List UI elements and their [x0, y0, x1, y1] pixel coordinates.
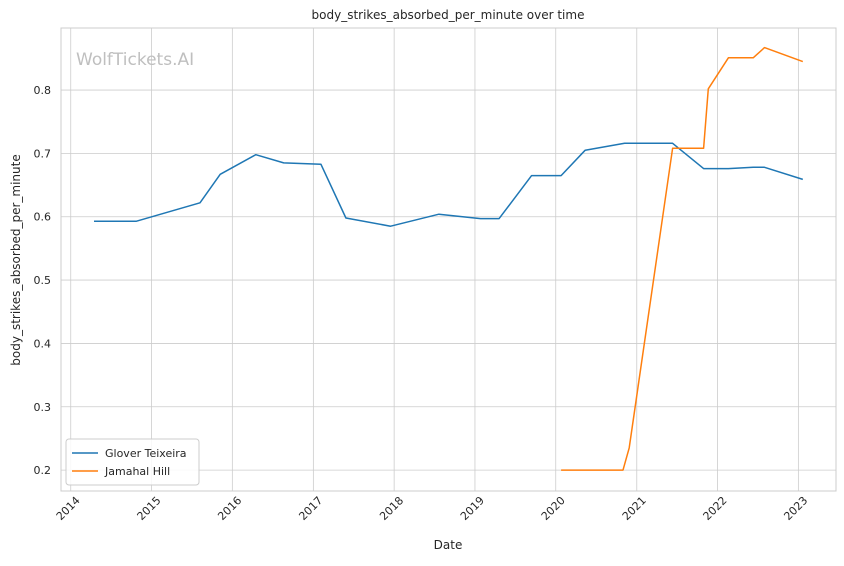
- y-tick-label: 0.8: [34, 84, 52, 97]
- x-tick-label: 2019: [458, 494, 487, 523]
- watermark-text: WolfTickets.AI: [76, 50, 194, 70]
- legend-label-series-1: Jamahal Hill: [104, 465, 170, 478]
- x-tick-label: 2020: [539, 494, 568, 523]
- y-tick-label: 0.4: [34, 337, 52, 350]
- y-tick-label: 0.3: [34, 401, 52, 414]
- y-tick-label: 0.2: [34, 464, 52, 477]
- x-axis-label: Date: [434, 538, 463, 552]
- y-tick-label: 0.7: [34, 147, 52, 160]
- x-tick-label: 2014: [54, 494, 83, 523]
- series-line-0: [94, 142, 804, 227]
- x-tick-label: 2015: [135, 494, 164, 523]
- x-tick-label: 2021: [620, 494, 649, 523]
- y-tick-label: 0.6: [34, 211, 52, 224]
- series-line-1: [561, 46, 804, 471]
- y-tick-label: 0.5: [34, 274, 52, 287]
- chart-title: body_strikes_absorbed_per_minute over ti…: [312, 8, 585, 22]
- x-tick-labels: 2014 2015 2016 2017 2018 2019 2020 2021 2022 2023: [54, 494, 811, 523]
- y-tick-labels: 0.2 0.3 0.4 0.5 0.6 0.7 0.8: [34, 84, 52, 477]
- legend-box: [65, 438, 200, 486]
- legend-label-series-0: Glover Teixeira: [105, 447, 187, 460]
- series-lines: [94, 46, 804, 471]
- grid-lines: [61, 28, 836, 491]
- x-tick-label: 2018: [377, 494, 406, 523]
- x-tick-label: 2016: [215, 494, 244, 523]
- y-axis-label: body_strikes_absorbed_per_minute: [9, 154, 23, 365]
- legend: Glover Teixeira Jamahal Hill: [65, 438, 200, 486]
- plot-frame: [60, 27, 837, 492]
- x-tick-label: 2022: [701, 494, 730, 523]
- x-tick-label: 2023: [781, 494, 810, 523]
- x-tick-label: 2017: [296, 494, 325, 523]
